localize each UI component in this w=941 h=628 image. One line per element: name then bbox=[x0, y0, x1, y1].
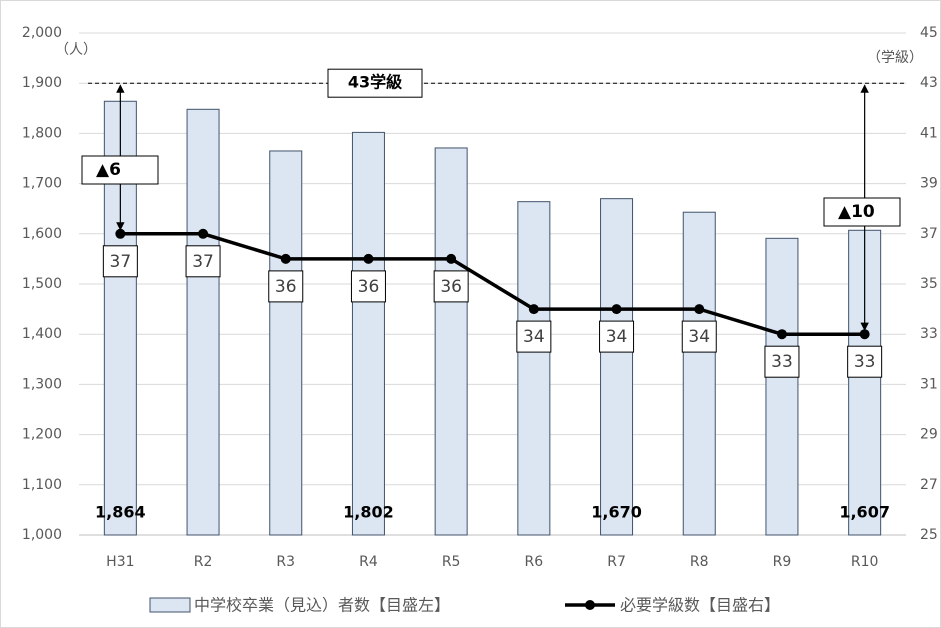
y-tick-label: 1,000 bbox=[22, 527, 62, 543]
x-tick-label: R6 bbox=[525, 554, 544, 570]
line-marker bbox=[115, 228, 126, 239]
y-tick-label: 1,800 bbox=[22, 125, 62, 141]
y-tick-label: 2,000 bbox=[22, 25, 62, 41]
line-marker bbox=[611, 304, 622, 315]
value-label-box bbox=[433, 270, 469, 303]
value-label-box bbox=[516, 320, 552, 353]
value-label-box bbox=[599, 320, 635, 353]
bar bbox=[186, 108, 220, 536]
line-value-label: 36 bbox=[440, 277, 462, 297]
line-value-label: 34 bbox=[688, 327, 710, 347]
value-label-box bbox=[681, 320, 717, 353]
x-tick-label: R2 bbox=[194, 554, 213, 570]
line-value-label: 36 bbox=[358, 277, 380, 297]
value-label-box bbox=[847, 345, 883, 378]
y-unit: （人） bbox=[55, 42, 97, 58]
bar bbox=[269, 150, 303, 536]
x-tick-label: R3 bbox=[276, 554, 295, 570]
legend-swatch bbox=[585, 600, 595, 610]
value-label-box bbox=[185, 245, 221, 278]
line-marker bbox=[198, 228, 209, 239]
legend-label: 必要学級数【目盛右】 bbox=[620, 596, 780, 615]
y2-tick-label: 41 bbox=[920, 125, 938, 141]
line-marker bbox=[363, 253, 374, 264]
line-value-label: 34 bbox=[523, 327, 545, 347]
line-value-label: 37 bbox=[192, 252, 214, 272]
y-tick-label: 1,200 bbox=[22, 427, 62, 443]
bar bbox=[517, 201, 551, 536]
bar bbox=[600, 198, 634, 536]
y2-tick-label: 35 bbox=[920, 276, 938, 292]
y-tick-label: 1,700 bbox=[22, 176, 62, 192]
bar bbox=[351, 131, 385, 536]
difference-label-box bbox=[81, 155, 159, 185]
value-label-box bbox=[350, 270, 386, 303]
x-tick-label: R7 bbox=[607, 554, 626, 570]
y2-tick-label: 39 bbox=[920, 176, 938, 192]
x-tick-label: R5 bbox=[442, 554, 461, 570]
bar-value-label: 1,670 bbox=[591, 503, 642, 522]
line-marker bbox=[446, 253, 457, 264]
y2-tick-label: 27 bbox=[920, 477, 938, 493]
y-tick-label: 1,300 bbox=[22, 376, 62, 392]
y2-tick-label: 31 bbox=[920, 376, 938, 392]
bar bbox=[434, 147, 468, 536]
line-value-label: 36 bbox=[275, 277, 297, 297]
y-tick-label: 1,500 bbox=[22, 276, 62, 292]
y-tick-label: 1,900 bbox=[22, 75, 62, 91]
bar-value-label: 1,607 bbox=[839, 503, 890, 522]
difference-label: ▲10 bbox=[838, 202, 875, 222]
line-value-label: 33 bbox=[771, 352, 793, 372]
y-tick-label: 1,100 bbox=[22, 477, 62, 493]
y2-tick-label: 43 bbox=[920, 75, 938, 91]
bar bbox=[682, 211, 716, 536]
bar bbox=[765, 237, 799, 536]
y-tick-label: 1,600 bbox=[22, 226, 62, 242]
line-marker bbox=[528, 304, 539, 315]
value-label-box bbox=[268, 270, 304, 303]
y2-tick-label: 29 bbox=[920, 427, 938, 443]
line-value-label: 37 bbox=[110, 252, 132, 272]
line-value-label: 34 bbox=[606, 327, 628, 347]
line-marker bbox=[694, 304, 705, 315]
difference-label: ▲6 bbox=[96, 160, 121, 180]
y-tick-label: 1,400 bbox=[22, 326, 62, 342]
y2-unit: （学級） bbox=[867, 50, 923, 66]
line-value-label: 33 bbox=[854, 352, 876, 372]
reference-label-box bbox=[327, 68, 423, 98]
y2-tick-label: 33 bbox=[920, 326, 938, 342]
line-marker bbox=[280, 253, 291, 264]
bar-value-label: 1,864 bbox=[95, 503, 146, 522]
value-label-box bbox=[764, 345, 800, 378]
x-tick-label: H31 bbox=[106, 554, 134, 570]
line-marker bbox=[776, 329, 787, 340]
value-label-box bbox=[102, 245, 138, 278]
difference-label-box bbox=[823, 197, 901, 227]
reference-label: 43学級 bbox=[348, 73, 402, 92]
x-tick-label: R10 bbox=[851, 554, 879, 570]
line-series bbox=[120, 232, 865, 336]
bar-value-label: 1,802 bbox=[343, 503, 394, 522]
y2-tick-label: 25 bbox=[920, 527, 938, 543]
y2-tick-label: 45 bbox=[920, 25, 938, 41]
line-marker bbox=[859, 329, 870, 340]
x-tick-label: R8 bbox=[690, 554, 709, 570]
x-tick-label: R9 bbox=[773, 554, 792, 570]
legend-swatch bbox=[149, 597, 191, 613]
x-tick-label: R4 bbox=[359, 554, 378, 570]
y2-tick-label: 37 bbox=[920, 226, 938, 242]
legend-label: 中学校卒業（見込）者数【目盛左】 bbox=[194, 596, 450, 615]
